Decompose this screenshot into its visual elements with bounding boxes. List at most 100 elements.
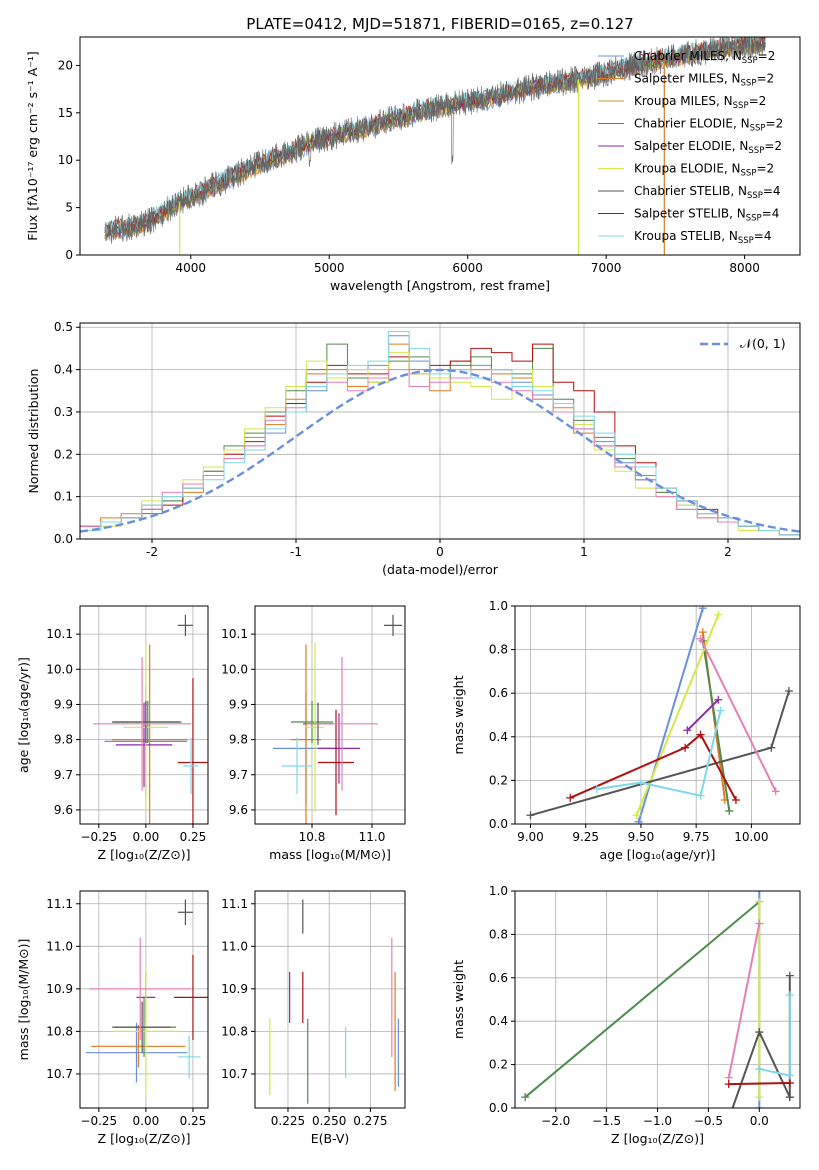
y-tick-label: 10.9 [221,982,248,996]
x-axis-label: wavelength [Angstrom, rest frame] [330,278,550,293]
weight-point-marker [725,806,734,815]
legend-label-tail: =4 [763,184,781,198]
panel-mass_age: 10.8 11.0 9.6 9.7 9.8 9.9 10.0 10.1 mass [log₁₀(… [221,605,406,862]
y-tick-label: 11.1 [221,897,248,911]
legend-label: Salpeter ELODIE, NSSP=2 [634,139,782,156]
x-tick-label: −0.25 [80,1114,117,1128]
legend-label-tail: =2 [766,117,784,131]
x-tick-label: −1.5 [592,1114,621,1128]
weight-point-marker [785,1079,794,1088]
y-tick-label: 10.1 [221,627,248,641]
y-axis-label: mass weight [451,675,466,754]
x-tick-label: 0.25 [180,1114,207,1128]
legend-label-tail: =2 [758,49,776,63]
panel-z_mass: −0.25 0.00 0.25 10.7 10.8 10.9 11.0 11.1 Z [log₁… [16,890,209,1146]
panel-spectrum: 4000 5000 6000 7000 8000 0 5 10 15 20 wavelength [… [25,15,801,293]
x-tick-label: −0.25 [80,830,117,844]
panel-residuals: -2 -1 0 1 2 0.0 0.1 0.2 0.3 0.4 0.5 (data-model)/er… [26,320,801,577]
x-tick-label: −0.5 [694,1114,723,1128]
weight-point-marker [521,1093,530,1102]
y-axis-label: Normed distribution [26,369,41,494]
x-tick-label: 1 [580,545,588,559]
weight-series-line [699,638,777,792]
normal-curve [80,368,800,533]
x-axis-label: mass [log₁₀(M/M⊙)] [269,847,391,862]
x-tick-label: −1.0 [643,1114,672,1128]
weight-point-marker [714,610,723,619]
x-tick-label: 0.00 [133,1114,160,1128]
x-axis-label: E(B-V) [311,1131,350,1146]
y-tick-label: 0 [65,248,73,262]
x-axis-label: (data-model)/error [382,562,499,577]
y-tick-label: 0.4 [54,363,73,377]
axes-frame [514,605,801,825]
legend-label: Chabrier ELODIE, NSSP=2 [634,117,783,134]
plot-area-spectrum [104,37,766,255]
y-tick-label: 1.0 [489,599,508,613]
y-tick-label: 0.0 [54,532,73,546]
y-tick-label: 10 [58,153,73,167]
x-tick-label: 4000 [175,261,206,275]
y-axis-label: mass weight [451,960,466,1039]
y-tick-label: 0.5 [54,320,73,334]
y-tick-label: 9.6 [54,803,73,817]
legend-label-text: Salpeter ELODIE, N [634,139,748,153]
y-tick-label: 0.2 [54,447,73,461]
weight-point-marker [592,785,601,794]
weight-series-line [686,698,720,732]
y-tick-label: 9.9 [229,697,248,711]
y-tick-label: 9.9 [54,697,73,711]
weight-point-marker [755,1093,764,1102]
legend-label-tail: =2 [756,162,774,176]
weight-point-marker [696,634,705,643]
x-tick-label: 0.225 [271,1114,305,1128]
x-tick-label: -1 [290,545,302,559]
legend-label: Chabrier MILES, NSSP=2 [634,49,775,66]
weight-point-marker [698,628,707,637]
x-tick-label: 9.00 [517,830,544,844]
legend-label: Salpeter STELIB, NSSP=4 [634,207,779,224]
weight-series-line [569,733,737,801]
plot-area-residuals [80,330,800,539]
y-axis-label: Flux [fλ10⁻¹⁷ erg cm⁻² s⁻¹ A⁻¹] [25,51,40,240]
y-tick-label: 0.6 [489,971,508,985]
y-tick-label: 10.0 [46,662,73,676]
axes-frame [79,605,209,825]
y-tick-label: 10.1 [46,627,73,641]
legend-label-text: Kroupa MILES, N [634,94,733,108]
y-tick-label: 9.7 [229,768,248,782]
legend-label-sub: SSP [733,101,749,111]
x-axis-label: age [log₁₀(age/yr)] [600,847,716,862]
x-tick-label: 10.00 [734,830,768,844]
y-tick-label: 10.8 [46,1024,73,1038]
legend-label-sub: SSP [742,56,758,66]
x-tick-label: 7000 [591,261,622,275]
plot-area-z_weight [521,891,794,1123]
y-tick-label: 11.0 [221,939,248,953]
legend-label: Chabrier STELIB, NSSP=4 [634,184,781,201]
plot-area-z_mass [85,899,208,1096]
y-tick-label: 0.2 [489,773,508,787]
observed-spectrum-line [104,37,766,244]
x-tick-label: 0.250 [312,1114,346,1128]
legend-label-tail: =2 [764,139,782,153]
weight-point-marker [636,778,645,787]
chart-title: PLATE=0412, MJD=51871, FIBERID=0165, z=0… [246,15,633,33]
y-tick-label: 9.8 [54,733,73,747]
legend-label-text: Chabrier MILES, N [634,49,742,63]
x-tick-label: 2 [724,545,732,559]
legend-label-text: Kroupa ELODIE, N [634,162,741,176]
weight-point-marker [725,1115,733,1123]
x-tick-label: 9.25 [572,830,599,844]
x-tick-label: 9.75 [683,830,710,844]
weight-point-marker [755,1104,764,1108]
plot-area-age_weight [526,606,793,824]
weight-point-marker [755,1064,764,1073]
legend-label-text: Chabrier STELIB, N [634,184,747,198]
legend-label: Kroupa MILES, NSSP=2 [634,94,766,111]
y-tick-label: 0.0 [489,1101,508,1115]
y-tick-label: 0.6 [489,686,508,700]
y-tick-label: 10.8 [221,1024,248,1038]
y-tick-label: 0.2 [489,1058,508,1072]
legend-label-sub: SSP [741,79,757,89]
